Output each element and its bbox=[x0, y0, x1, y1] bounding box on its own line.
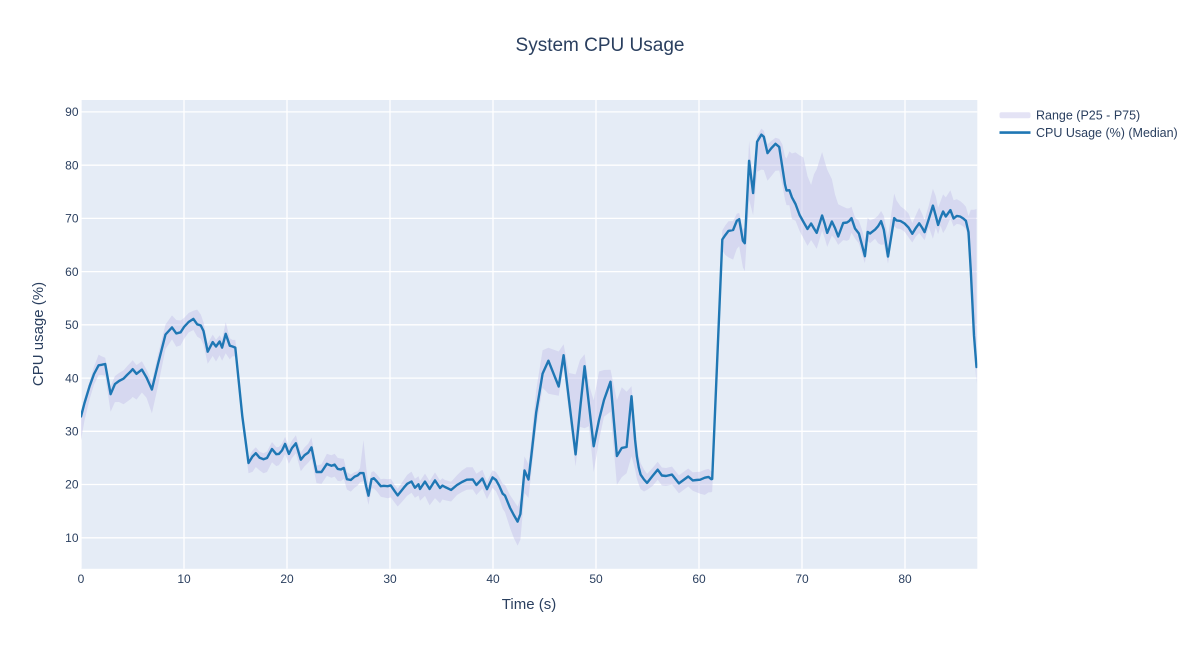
svg-text:20: 20 bbox=[65, 478, 79, 492]
svg-text:90: 90 bbox=[65, 105, 79, 119]
svg-text:70: 70 bbox=[795, 572, 809, 586]
svg-text:10: 10 bbox=[177, 572, 191, 586]
svg-text:50: 50 bbox=[589, 572, 603, 586]
svg-text:60: 60 bbox=[65, 265, 79, 279]
svg-text:50: 50 bbox=[65, 318, 79, 332]
svg-text:CPU Usage (%) (Median): CPU Usage (%) (Median) bbox=[1036, 126, 1178, 140]
svg-text:40: 40 bbox=[65, 371, 79, 385]
svg-text:Range (P25 - P75): Range (P25 - P75) bbox=[1036, 109, 1140, 123]
svg-text:10: 10 bbox=[65, 531, 79, 545]
svg-text:20: 20 bbox=[280, 572, 294, 586]
svg-text:80: 80 bbox=[65, 158, 79, 172]
svg-text:Time (s): Time (s) bbox=[502, 596, 556, 613]
svg-text:30: 30 bbox=[383, 572, 397, 586]
svg-text:60: 60 bbox=[692, 572, 706, 586]
svg-text:70: 70 bbox=[65, 212, 79, 226]
svg-text:0: 0 bbox=[78, 572, 85, 586]
svg-text:System CPU Usage: System CPU Usage bbox=[516, 35, 685, 56]
svg-text:80: 80 bbox=[898, 572, 912, 586]
svg-text:40: 40 bbox=[486, 572, 500, 586]
svg-text:30: 30 bbox=[65, 425, 79, 439]
svg-text:CPU usage (%): CPU usage (%) bbox=[30, 282, 47, 386]
